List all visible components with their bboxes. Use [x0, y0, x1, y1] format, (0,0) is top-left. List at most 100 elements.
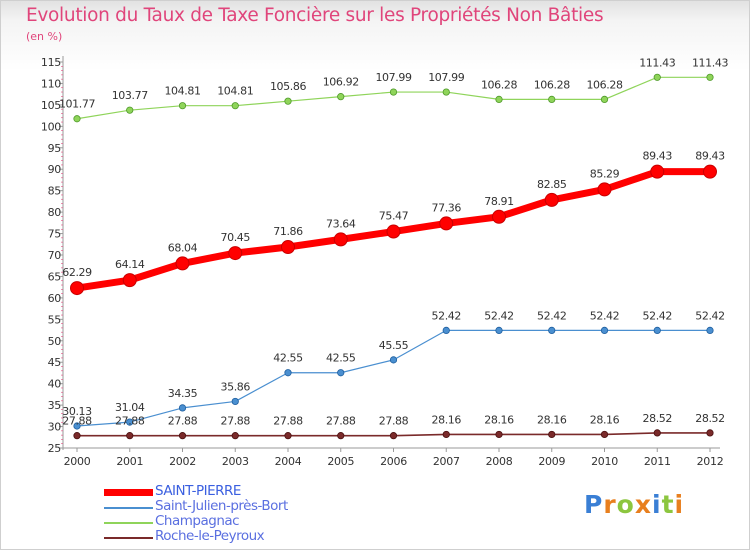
y-tick-label: 80 [48, 206, 62, 219]
data-label: 70.45 [221, 231, 251, 244]
data-point [653, 326, 661, 334]
data-label: 101.77 [59, 98, 95, 111]
data-label: 31.04 [115, 401, 145, 414]
logo-text: Proxiti [584, 490, 685, 519]
legend-item: SAINT-PIERRE [104, 483, 344, 501]
data-point [548, 95, 556, 103]
data-point [442, 326, 450, 334]
data-label: 85.29 [590, 167, 620, 180]
data-point [548, 326, 556, 334]
data-point [386, 224, 401, 239]
data-point [178, 102, 187, 110]
data-point [653, 429, 661, 437]
data-label: 45.55 [379, 339, 409, 352]
legend-item: Roche-le-Peyroux [104, 528, 344, 546]
data-label: 27.88 [168, 415, 198, 428]
data-label: 104.81 [164, 85, 200, 98]
y-tick-label: 30 [48, 421, 62, 434]
data-point [703, 164, 717, 179]
legend-label: Roche-le-Peyroux [155, 528, 265, 544]
data-point [544, 192, 559, 207]
data-label: 111.43 [639, 56, 675, 69]
data-point [70, 281, 84, 296]
data-point [495, 430, 503, 439]
series-3 [73, 429, 714, 440]
data-point [495, 326, 503, 334]
data-label: 89.43 [695, 150, 725, 163]
data-point [126, 432, 134, 440]
data-label: 27.88 [379, 415, 409, 428]
data-point [231, 432, 239, 440]
series-0 [70, 164, 717, 296]
data-point [439, 216, 454, 231]
data-label: 105.86 [270, 80, 306, 93]
data-point [178, 404, 187, 412]
data-point [122, 273, 137, 288]
data-label: 27.88 [221, 415, 251, 428]
data-point [175, 256, 190, 271]
x-tick-label: 2008 [486, 455, 513, 468]
data-label: 34.35 [168, 387, 198, 400]
data-label: 27.88 [273, 415, 303, 428]
data-point [492, 209, 506, 224]
data-point [495, 95, 503, 103]
x-tick-label: 2012 [697, 455, 724, 468]
legend-item: Champagnac [104, 513, 344, 531]
data-point [600, 430, 609, 439]
x-tick-label: 2005 [327, 455, 354, 468]
data-label: 106.92 [323, 76, 359, 89]
y-tick-label: 110 [41, 77, 61, 90]
data-label: 52.42 [537, 309, 567, 322]
data-point [126, 106, 134, 114]
x-tick-label: 2011 [644, 455, 671, 468]
x-tick-label: 2001 [116, 455, 143, 468]
data-label: 82.85 [537, 178, 567, 191]
data-point [389, 432, 398, 440]
y-tick-label: 65 [48, 270, 62, 283]
legend-swatch [104, 522, 153, 524]
data-label: 106.28 [586, 78, 622, 91]
data-label: 104.81 [217, 85, 253, 98]
legend-swatch [104, 537, 153, 539]
data-point [597, 182, 612, 197]
data-point [389, 356, 398, 364]
data-point [284, 369, 292, 377]
y-tick-label: 55 [48, 313, 62, 326]
x-tick-label: 2003 [222, 455, 249, 468]
data-point [389, 88, 398, 96]
chart-title: Evolution du Taux de Taxe Foncière sur l… [26, 5, 604, 26]
series-2 [73, 73, 714, 123]
y-tick-label: 90 [48, 163, 62, 176]
data-label: 89.43 [643, 150, 673, 163]
data-point [284, 97, 292, 105]
data-label: 103.77 [112, 89, 148, 102]
data-label: 106.28 [534, 78, 570, 91]
data-label: 28.16 [590, 413, 620, 426]
data-label: 71.86 [273, 225, 303, 238]
data-point [73, 432, 81, 440]
y-tick-label: 100 [41, 120, 61, 133]
data-point [228, 246, 243, 261]
x-tick-label: 2002 [169, 455, 196, 468]
data-label: 52.42 [590, 309, 620, 322]
x-tick-label: 2010 [591, 455, 618, 468]
y-tick-label: 40 [48, 378, 62, 391]
y-tick-label: 35 [48, 399, 62, 412]
data-label: 28.52 [695, 412, 725, 425]
data-label: 107.99 [428, 71, 464, 84]
data-label: 68.04 [168, 241, 198, 254]
data-label: 28.16 [432, 413, 462, 426]
data-point [600, 95, 609, 103]
data-point [126, 418, 134, 426]
data-point [442, 430, 450, 439]
x-tick-label: 2009 [538, 455, 565, 468]
y-tick-label: 45 [48, 356, 62, 369]
y-tick-label: 60 [48, 292, 62, 305]
data-point [178, 432, 187, 440]
proxiti-logo: Proxiti [584, 490, 694, 524]
legend-label: Saint-Julien-près-Bort [155, 498, 288, 514]
data-point [281, 240, 295, 255]
data-label: 107.99 [375, 71, 411, 84]
data-label: 28.16 [484, 413, 514, 426]
